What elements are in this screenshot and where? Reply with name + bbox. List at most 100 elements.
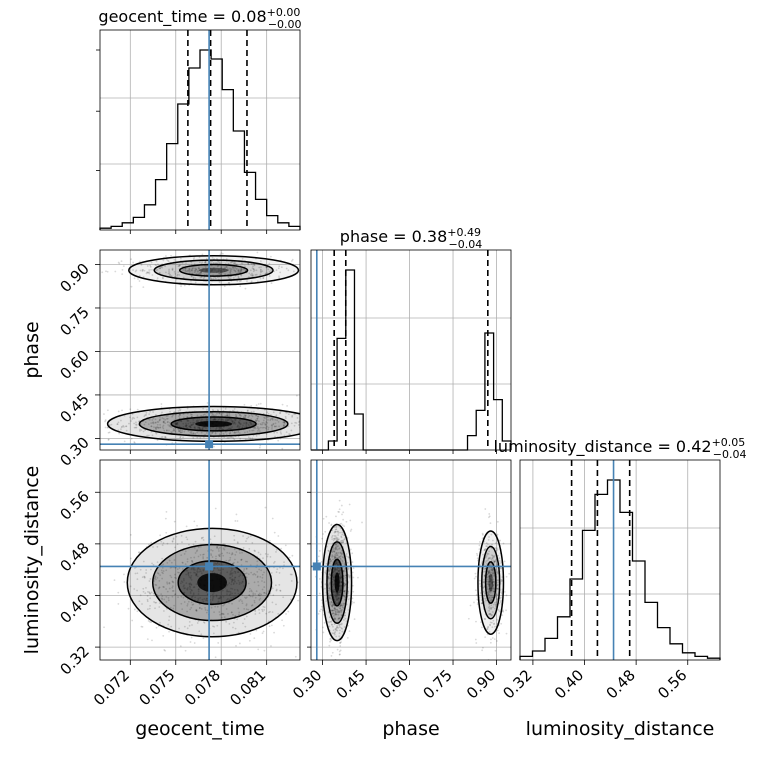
panel-frame: [310, 249, 512, 451]
sample-point: [168, 615, 171, 618]
sample-point: [182, 422, 185, 425]
sample-point: [341, 560, 344, 563]
sample-point: [245, 422, 248, 425]
sample-point: [158, 419, 161, 421]
sample-point: [234, 270, 237, 273]
sample-point: [213, 418, 216, 421]
sample-point: [203, 597, 206, 600]
sample-point: [244, 597, 247, 600]
sample-point: [478, 544, 481, 547]
sample-point: [230, 436, 233, 439]
sample-point: [171, 595, 174, 598]
sample-point: [189, 424, 192, 427]
sample-point: [184, 267, 187, 270]
sample-point: [148, 580, 151, 582]
sample-point: [169, 410, 171, 413]
sample-point: [264, 422, 266, 425]
sample-point: [487, 592, 490, 595]
sample-point: [347, 568, 350, 571]
sample-point: [184, 269, 187, 272]
sample-point: [237, 571, 240, 574]
sample-point: [196, 571, 199, 574]
sample-point: [258, 427, 260, 430]
sample-point: [282, 596, 285, 599]
sample-point: [335, 554, 338, 557]
sample-point: [339, 552, 342, 555]
sample-point: [245, 603, 248, 606]
sample-point: [325, 562, 328, 565]
sample-point: [218, 262, 221, 265]
sample-point: [334, 590, 336, 593]
sample-point: [210, 542, 213, 545]
sample-point: [125, 425, 127, 428]
sample-point: [146, 590, 149, 593]
sample-point: [210, 277, 213, 280]
sample-point: [333, 588, 335, 591]
sample-point: [217, 554, 220, 556]
sample-point: [151, 639, 153, 642]
sample-point: [336, 567, 339, 569]
sample-point: [283, 421, 286, 424]
sample-point: [139, 568, 142, 571]
sample-point: [322, 626, 324, 629]
sample-point: [193, 586, 196, 588]
sample-point: [277, 267, 280, 270]
sample-point: [331, 556, 333, 558]
sample-point: [343, 575, 345, 578]
sample-point: [226, 583, 229, 586]
sample-point: [146, 594, 149, 597]
sample-point: [248, 272, 251, 275]
sample-point: [487, 570, 490, 573]
sample-point: [191, 560, 194, 563]
sample-point: [134, 270, 137, 273]
sample-point: [334, 569, 337, 571]
sample-point: [303, 270, 305, 272]
sample-point: [339, 576, 342, 579]
sample-point: [487, 543, 489, 546]
sample-point: [338, 511, 340, 513]
sample-point: [492, 580, 495, 583]
sample-point: [264, 423, 267, 426]
sample-point: [161, 544, 164, 546]
y-axis-label-luminosity_distance: luminosity_distance: [21, 466, 43, 655]
sample-point: [333, 576, 335, 579]
sample-point: [290, 429, 293, 432]
sample-point: [201, 269, 204, 271]
sample-point: [333, 550, 335, 553]
sample-point: [341, 533, 344, 536]
sample-point: [190, 423, 193, 426]
sample-point: [188, 620, 191, 623]
sample-point: [215, 428, 217, 431]
sample-point: [190, 597, 193, 599]
sample-point: [336, 592, 339, 595]
sample-point: [170, 254, 172, 257]
sample-point: [473, 601, 475, 604]
sample-point: [283, 434, 286, 437]
sample-point: [185, 573, 188, 576]
sample-point: [133, 417, 136, 420]
sample-point: [200, 414, 203, 417]
sample-point: [213, 535, 216, 538]
sample-point: [239, 598, 242, 601]
sample-point: [230, 611, 233, 614]
sample-point: [335, 556, 338, 559]
sample-point: [343, 582, 346, 585]
sample-point: [338, 617, 341, 620]
sample-point: [297, 599, 300, 602]
sample-point: [488, 605, 491, 608]
sample-point: [333, 567, 336, 570]
x-tick-label: 0.075: [135, 666, 178, 709]
sample-point: [173, 411, 176, 413]
sample-point: [221, 589, 224, 592]
sample-point: [226, 437, 229, 439]
sample-point: [335, 567, 338, 570]
sample-point: [199, 553, 202, 556]
sample-point: [286, 404, 289, 407]
sample-point: [239, 270, 241, 273]
sample-point: [194, 540, 197, 543]
sample-point: [241, 257, 244, 260]
sample-point: [229, 432, 232, 435]
sample-point: [150, 422, 153, 424]
sample-point: [214, 418, 216, 421]
sample-point: [317, 559, 319, 562]
